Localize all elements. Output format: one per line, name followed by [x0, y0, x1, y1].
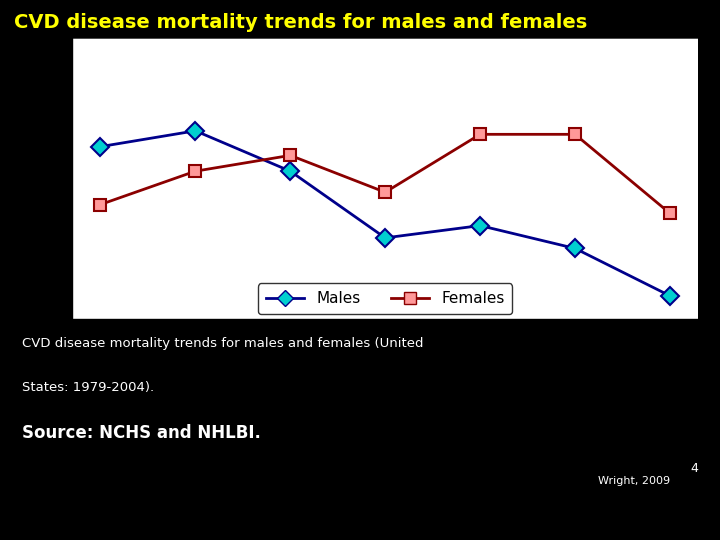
Males — [476, 222, 485, 229]
Males — [286, 168, 294, 174]
Males — [381, 234, 390, 241]
Line: Males: Males — [94, 125, 676, 302]
X-axis label: Years: Years — [359, 349, 411, 367]
Males — [96, 143, 105, 150]
Males — [571, 245, 580, 252]
Text: CVD disease mortality trends for males and females: CVD disease mortality trends for males a… — [14, 14, 588, 32]
Text: Source: NCHS and NHLBI.: Source: NCHS and NHLBI. — [22, 424, 261, 442]
Females — [96, 201, 105, 208]
Line: Females: Females — [94, 128, 676, 220]
Females — [381, 189, 390, 195]
Text: 4: 4 — [690, 462, 698, 475]
Legend: Males, Females: Males, Females — [258, 284, 513, 314]
Males — [665, 293, 674, 299]
Males — [191, 127, 199, 134]
Females — [665, 210, 674, 217]
Females — [476, 131, 485, 138]
Females — [286, 152, 294, 159]
Text: CVD disease mortality trends for males and females (United: CVD disease mortality trends for males a… — [22, 338, 423, 350]
Text: Wright, 2009: Wright, 2009 — [598, 476, 670, 486]
Females — [191, 168, 199, 174]
Text: States: 1979-2004).: States: 1979-2004). — [22, 381, 154, 394]
Females — [571, 131, 580, 138]
Y-axis label: Deaths in Thousands: Deaths in Thousands — [14, 96, 28, 260]
